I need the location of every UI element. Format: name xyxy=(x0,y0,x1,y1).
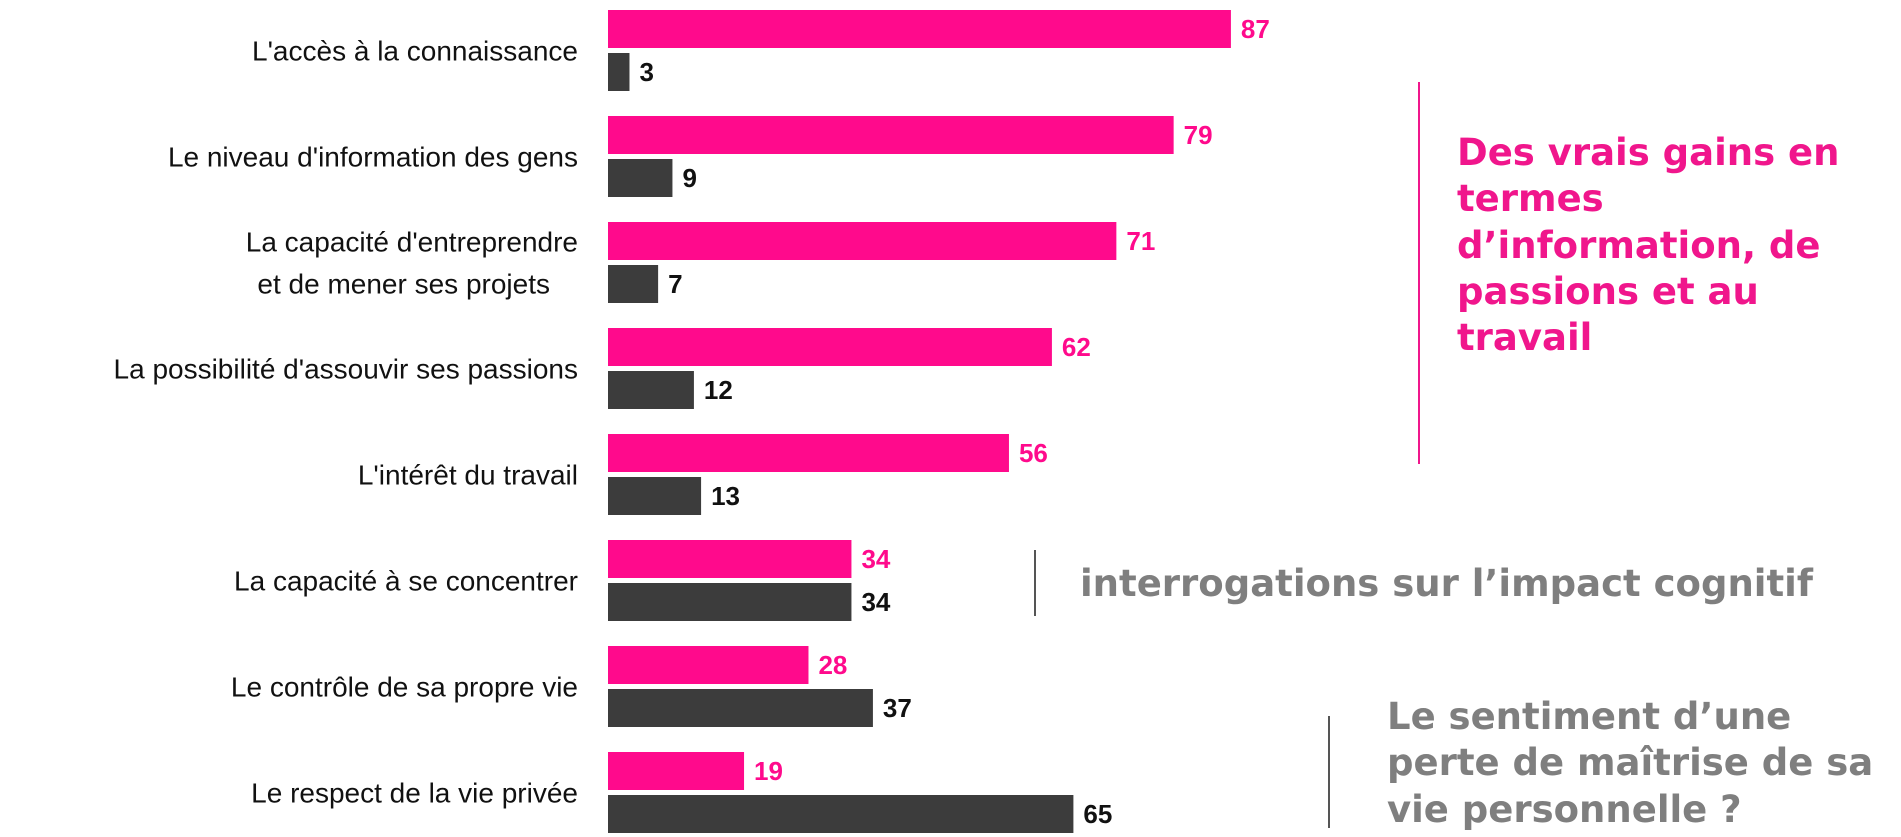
cognitive-divider-line xyxy=(1034,550,1036,616)
bar-dark xyxy=(608,371,694,409)
bar-dark xyxy=(608,265,659,303)
category-label-line: Le contrôle de sa propre vie xyxy=(231,672,578,703)
data-label: 71 xyxy=(1126,226,1155,256)
bar-dark xyxy=(608,53,630,91)
privacy-divider-line xyxy=(1328,716,1330,828)
gains-divider-line xyxy=(1418,82,1420,464)
data-label: 56 xyxy=(1019,438,1048,468)
category-label: La capacité d'entreprendre et de mener se… xyxy=(246,227,578,300)
data-label: 19 xyxy=(754,756,783,786)
category-label: Le respect de la vie privée xyxy=(251,778,578,809)
category-label-line: L'accès à la connaissance xyxy=(252,36,578,67)
data-label: 12 xyxy=(704,375,733,405)
category-label-line: Le niveau d'information des gens xyxy=(168,142,578,173)
data-label: 28 xyxy=(818,650,847,680)
bar-pink xyxy=(608,540,852,578)
bar-pink xyxy=(608,328,1052,366)
category-label-line: L'intérêt du travail xyxy=(358,460,578,491)
data-label: 65 xyxy=(1083,799,1112,829)
annotation-cognitive: interrogations sur l’impact cognitif xyxy=(1080,562,1813,605)
annotation-gains: Des vrais gains en termes d’information,… xyxy=(1457,131,1840,359)
category-label-line: La capacité d'entreprendre xyxy=(246,227,578,258)
data-label: 87 xyxy=(1241,14,1270,44)
category-label: L'intérêt du travail xyxy=(358,460,578,491)
category-label-line: Le respect de la vie privée xyxy=(251,778,578,809)
category-label: La possibilité d'assouvir ses passions xyxy=(114,354,578,385)
category-label-line: La capacité à se concentrer xyxy=(234,566,578,597)
bar-pink xyxy=(608,222,1117,260)
category-label: La capacité à se concentrer xyxy=(234,566,578,597)
category-label: Le contrôle de sa propre vie xyxy=(231,672,578,703)
data-label: 13 xyxy=(711,481,740,511)
bar-dark xyxy=(608,689,873,727)
category-label-line: La possibilité d'assouvir ses passions xyxy=(114,354,578,385)
bar-dark xyxy=(608,795,1074,833)
bar-dark xyxy=(608,477,702,515)
bar-dark xyxy=(608,583,852,621)
data-label: 3 xyxy=(639,57,653,87)
data-label: 37 xyxy=(883,693,912,723)
category-label-line: et de mener ses projets xyxy=(257,269,550,300)
data-label: 7 xyxy=(668,269,682,299)
bar-pink xyxy=(608,752,745,790)
category-label: Le niveau d'information des gens xyxy=(168,142,578,173)
data-label: 34 xyxy=(861,587,890,617)
category-label: L'accès à la connaissance xyxy=(252,36,578,67)
data-label: 34 xyxy=(861,544,890,574)
bar-dark xyxy=(608,159,673,197)
bar-pink xyxy=(608,10,1231,48)
bar-pink xyxy=(608,646,809,684)
annotation-privacy: Le sentiment d’une perte de maîtrise de … xyxy=(1387,695,1874,831)
data-label: 9 xyxy=(682,163,696,193)
data-label: 62 xyxy=(1062,332,1091,362)
bar-pink xyxy=(608,434,1009,472)
data-label: 79 xyxy=(1184,120,1213,150)
bar-pink xyxy=(608,116,1174,154)
